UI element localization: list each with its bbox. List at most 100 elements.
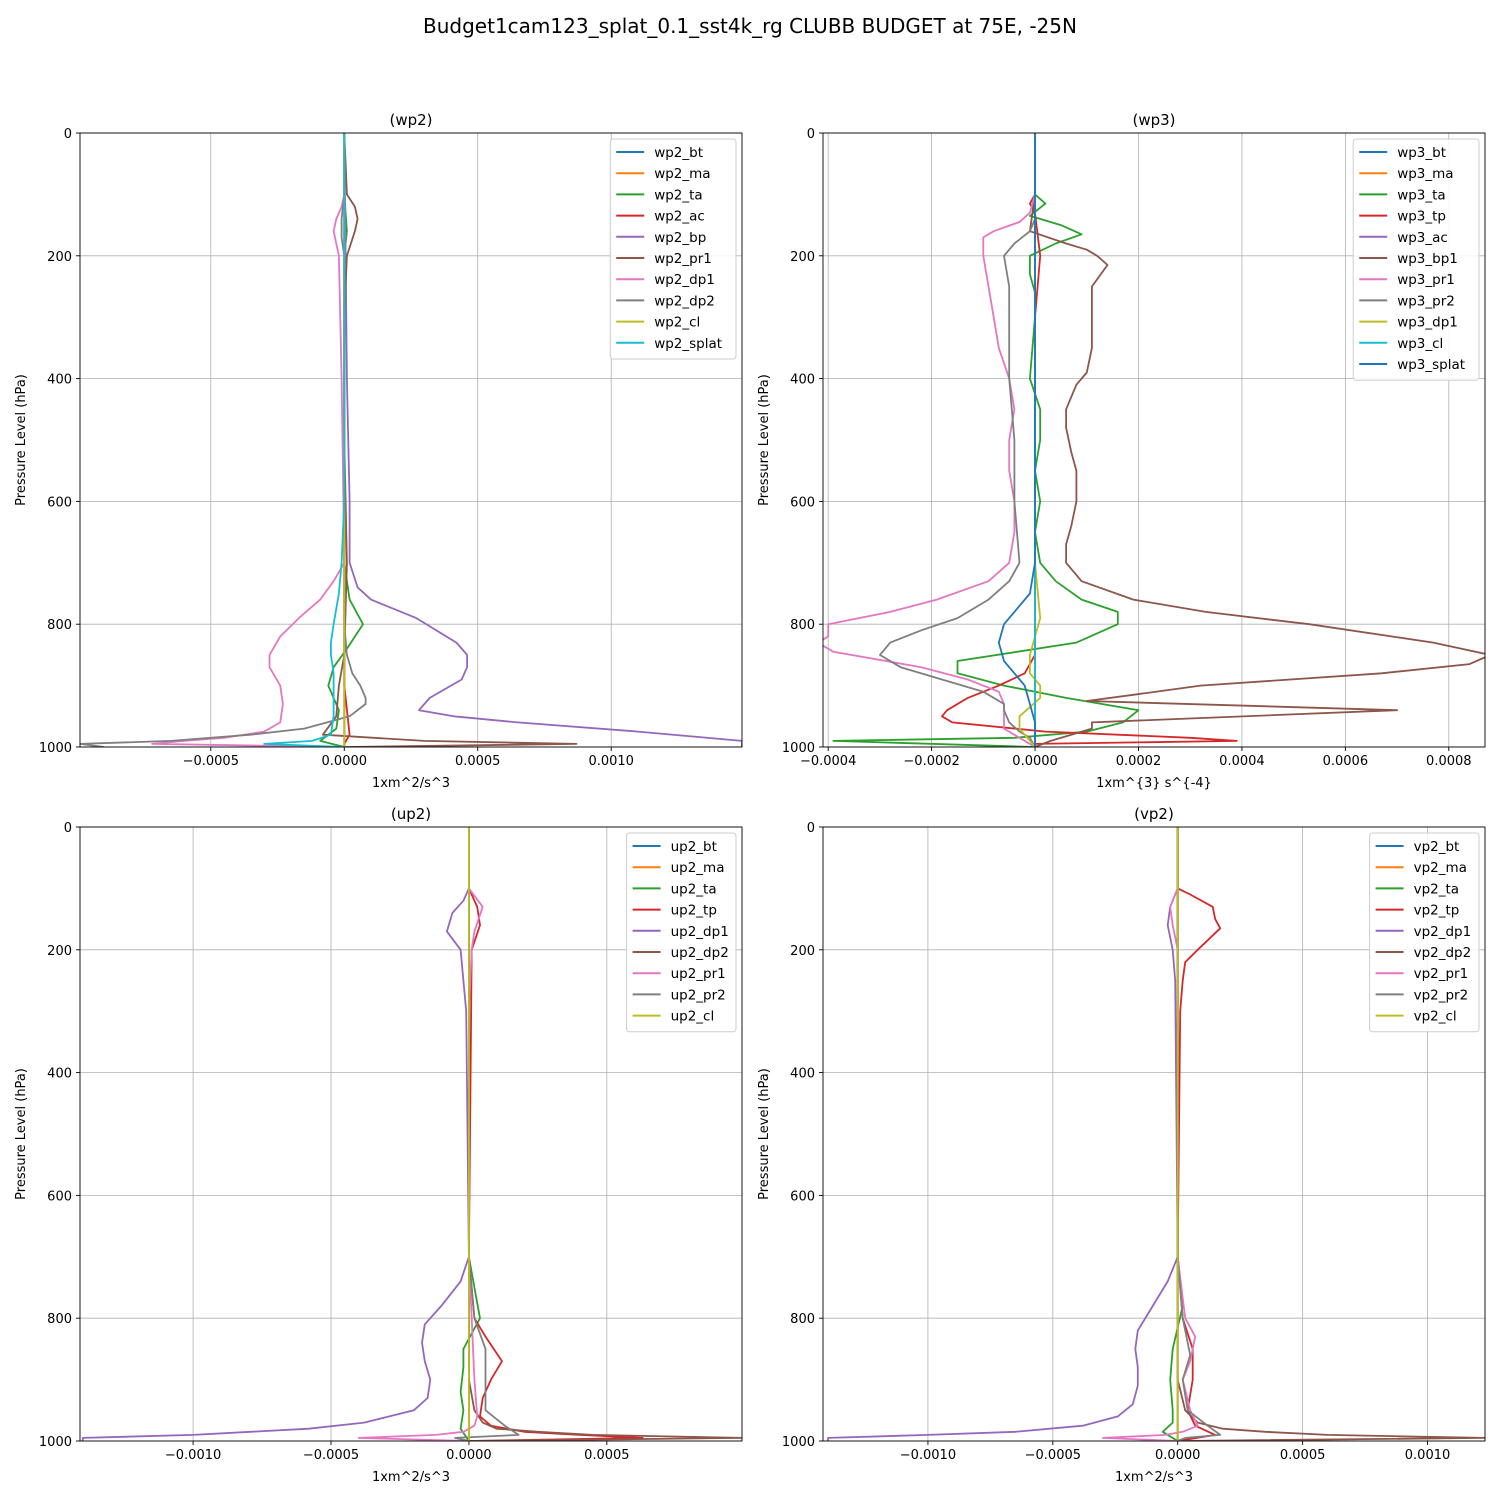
y-tick-label: 1000 — [782, 1435, 815, 1450]
x-tick-label: −0.0010 — [900, 1448, 956, 1463]
plot-frame — [822, 132, 1486, 748]
legend: vp2_bt vp2_ma vp2_ta vp2_tp vp2_dp1 vp2_dp2vp… — [1369, 832, 1480, 1033]
x-axis-label: 1xm^2/s^3 — [1115, 1470, 1193, 1485]
y-tick-label: 0 — [64, 127, 72, 142]
legend-label: wp2_pr1 — [654, 251, 712, 267]
y-tick-label: 1000 — [39, 1435, 72, 1450]
x-tick-label: 0.0010 — [588, 754, 634, 769]
y-axis-label: Pressure Level (hPa) — [14, 374, 29, 506]
legend-label: wp2_ma — [654, 166, 710, 182]
y-tick-label: 600 — [47, 495, 72, 510]
y-tick-label: 0 — [64, 821, 72, 836]
y-tick-label: 800 — [47, 618, 72, 633]
x-tick-label: 0.0000 — [1155, 1448, 1201, 1463]
legend-label: wp3_ta — [1397, 187, 1446, 203]
legend-box — [1352, 138, 1480, 381]
chart-panel-3: −0.0010 −0.0005 0.0000 0.0005 0 200 400 600 800 1… — [14, 805, 743, 1485]
series-line-vp2_dp1 — [827, 827, 1179, 1441]
y-tick-label: 400 — [47, 373, 72, 388]
series-line-wp3_pr2 — [879, 133, 1036, 747]
y-tick-label: 400 — [47, 1067, 72, 1082]
legend-label: wp2_ta — [654, 187, 703, 203]
series-line-wp3_dp1 — [1018, 133, 1042, 747]
legend-label: wp3_bp1 — [1397, 251, 1458, 267]
legend-label: wp2_cl — [654, 315, 700, 331]
series-line-up2_ta — [459, 827, 481, 1441]
series-group — [827, 827, 1485, 1441]
series-group — [81, 827, 742, 1441]
legend: wp3_bt wp3_ma wp3_ta wp3_tp wp3_ac wp3_bp1 wp3… — [1352, 138, 1480, 381]
legend-label: wp2_bt — [654, 145, 703, 161]
x-tick-label: −0.0010 — [165, 1448, 221, 1463]
x-tick-label: 0.0000 — [1012, 754, 1058, 769]
legend-label: wp3_pr2 — [1397, 293, 1455, 309]
y-tick-label: 600 — [790, 495, 815, 510]
plot-frame — [79, 826, 743, 1442]
x-axis-label: 1xm^{3} s^{-4} — [1096, 776, 1212, 791]
x-tick-label: 0.0002 — [1116, 754, 1162, 769]
legend-label: vp2_ma — [1414, 860, 1467, 876]
legend-label: wp3_ma — [1397, 166, 1453, 182]
series-line-up2_tp — [467, 827, 644, 1441]
series-line-vp2_pr1 — [1101, 827, 1199, 1441]
x-axis-label: 1xm^2/s^3 — [372, 776, 450, 791]
x-tick-label: 0.0000 — [322, 754, 368, 769]
series-line-up2_pr2 — [454, 827, 520, 1441]
y-axis-label: Pressure Level (hPa) — [14, 1068, 29, 1200]
y-tick-label: 800 — [790, 1312, 815, 1327]
chart-panel-2: −0.0004 −0.0002 0.0000 0.0002 0.0004 0.0006 0.… — [757, 111, 1486, 791]
y-tick-label: 200 — [790, 944, 815, 959]
legend-label: wp2_ac — [654, 209, 705, 225]
legend-label: wp3_cl — [1397, 336, 1443, 352]
y-axis-label: Pressure Level (hPa) — [757, 1068, 772, 1200]
x-tick-label: −0.0005 — [1025, 1448, 1081, 1463]
panel-title: (up2) — [391, 805, 431, 823]
legend-label: wp3_tp — [1397, 209, 1446, 225]
x-tick-label: 0.0000 — [446, 1448, 492, 1463]
x-tick-label: 0.0010 — [1405, 1448, 1451, 1463]
chart-panel-1: −0.0005 0.0000 0.0005 0.0010 0 200 400 600 800 10… — [14, 111, 743, 791]
legend-label: up2_tp — [671, 903, 717, 919]
series-line-wp3_splat — [997, 133, 1036, 747]
chart-panel-4: −0.0010 −0.0005 0.0000 0.0005 0.0010 0 200 400 6… — [757, 805, 1486, 1485]
x-axis-label: 1xm^2/s^3 — [372, 1470, 450, 1485]
legend: wp2_bt wp2_ma wp2_ta wp2_ac wp2_bp wp2_pr1 wp2… — [609, 138, 737, 360]
figure-title: Budget1cam123_splat_0.1_sst4k_rg CLUBB B… — [423, 14, 1077, 38]
series-line-wp2_pr1 — [321, 133, 578, 747]
series-line-wp3_tp — [941, 133, 1238, 747]
y-tick-label: 400 — [790, 373, 815, 388]
y-tick-label: 1000 — [39, 741, 72, 756]
legend-label: vp2_bt — [1414, 839, 1460, 855]
legend-box — [626, 832, 737, 1033]
y-tick-label: 200 — [47, 944, 72, 959]
legend-label: up2_dp2 — [671, 945, 729, 961]
series-line-wp2_dp2 — [80, 133, 367, 747]
legend-label: vp2_ta — [1414, 881, 1459, 897]
x-tick-label: 0.0005 — [1280, 1448, 1326, 1463]
y-tick-label: 600 — [790, 1189, 815, 1204]
series-group — [80, 133, 742, 747]
x-tick-label: 0.0005 — [584, 1448, 630, 1463]
legend-label: wp2_dp2 — [654, 293, 715, 309]
legend-label: wp3_dp1 — [1397, 315, 1458, 331]
legend-label: vp2_dp1 — [1414, 924, 1472, 940]
legend-label: up2_cl — [671, 1009, 715, 1025]
legend-label: vp2_pr2 — [1414, 987, 1469, 1003]
series-line-up2_pr1 — [357, 827, 484, 1441]
x-tick-label: 0.0004 — [1219, 754, 1265, 769]
legend-label: wp2_splat — [654, 336, 722, 352]
x-tick-label: −0.0002 — [903, 754, 959, 769]
series-line-vp2_dp2 — [1176, 827, 1485, 1441]
series-line-wp2_dp1 — [151, 133, 346, 747]
y-tick-label: 400 — [790, 1067, 815, 1082]
legend-label: wp3_bt — [1397, 145, 1446, 161]
legend-label: vp2_dp2 — [1414, 945, 1472, 961]
legend-label: wp3_pr1 — [1397, 272, 1455, 288]
y-tick-label: 800 — [790, 618, 815, 633]
legend-label: wp2_dp1 — [654, 272, 715, 288]
legend-label: up2_ta — [671, 881, 717, 897]
y-tick-label: 0 — [807, 821, 815, 836]
y-tick-label: 800 — [47, 1312, 72, 1327]
y-tick-label: 1000 — [782, 741, 815, 756]
